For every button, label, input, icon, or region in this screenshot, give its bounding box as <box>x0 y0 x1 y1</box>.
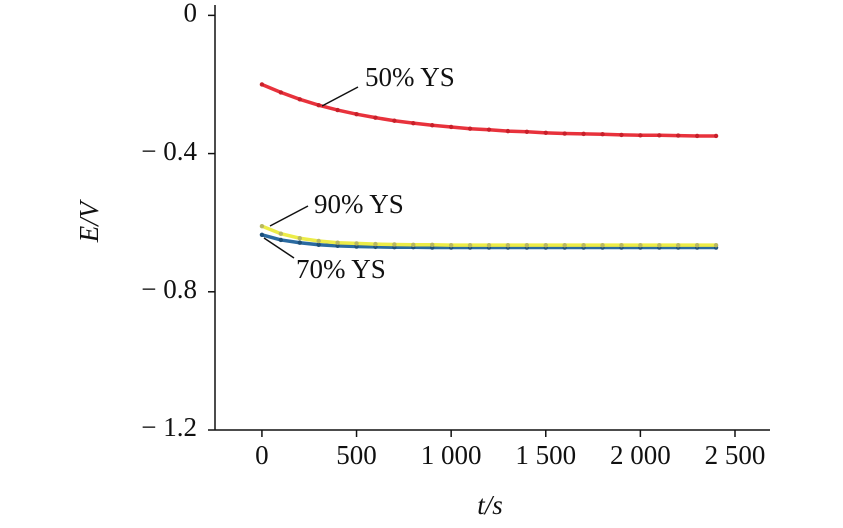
label-leader <box>263 237 295 259</box>
x-tick-label: 1 000 <box>421 440 482 470</box>
point <box>505 128 511 134</box>
y-tick-label: − 0.4 <box>141 136 197 166</box>
point <box>316 103 321 108</box>
point <box>354 111 359 117</box>
point <box>278 237 284 243</box>
point <box>259 82 265 87</box>
point <box>278 231 284 236</box>
point <box>467 126 473 131</box>
point <box>354 241 359 246</box>
x-tick-label: 0 <box>255 440 269 470</box>
point <box>297 240 302 245</box>
point <box>411 242 416 247</box>
point <box>297 236 302 241</box>
series-label: 70% YS <box>296 254 386 284</box>
point <box>448 242 454 248</box>
point <box>562 242 567 248</box>
point <box>581 131 586 137</box>
point <box>335 243 340 249</box>
y-tick-label: 0 <box>184 0 198 28</box>
point <box>316 238 321 244</box>
x-tick-label: 1 500 <box>515 440 576 470</box>
point <box>316 242 321 247</box>
point <box>430 123 435 128</box>
point <box>713 133 719 139</box>
point <box>335 107 340 113</box>
point <box>411 120 416 126</box>
point <box>448 124 454 130</box>
point <box>524 242 530 248</box>
x-tick-label: 2 500 <box>705 440 766 470</box>
point <box>600 242 605 248</box>
label-leader <box>269 205 309 227</box>
point <box>486 127 492 132</box>
point <box>694 133 700 139</box>
point <box>392 118 397 123</box>
x-axis-label: t/s <box>477 490 503 520</box>
point <box>657 242 662 248</box>
point <box>297 97 302 102</box>
point <box>638 242 643 248</box>
point <box>619 242 624 248</box>
series-line <box>261 224 717 247</box>
y-axis-label: E/V <box>74 198 104 243</box>
point <box>467 242 473 248</box>
label-leader <box>321 86 359 107</box>
point <box>694 242 700 248</box>
point <box>486 242 492 248</box>
point <box>638 133 643 138</box>
series-label: 50% YS <box>365 62 455 92</box>
point <box>373 115 378 120</box>
point <box>278 90 284 95</box>
point <box>373 241 378 247</box>
point <box>676 133 681 138</box>
point <box>259 223 265 229</box>
point <box>543 130 548 136</box>
point <box>657 133 662 138</box>
point <box>581 242 586 248</box>
point <box>505 242 511 248</box>
x-tick-label: 2 000 <box>610 440 671 470</box>
point <box>392 242 397 247</box>
x-tick-label: 500 <box>336 440 377 470</box>
point <box>619 132 624 138</box>
y-tick-label: − 0.8 <box>141 274 197 304</box>
y-tick-label: − 1.2 <box>141 412 197 442</box>
point <box>524 129 530 135</box>
point <box>713 242 719 248</box>
point <box>259 232 265 237</box>
point <box>600 132 605 137</box>
point <box>562 131 567 136</box>
point <box>543 242 548 248</box>
point <box>354 244 359 249</box>
point <box>676 242 681 248</box>
point <box>430 242 435 247</box>
point <box>335 240 340 245</box>
series-label: 90% YS <box>314 189 404 219</box>
